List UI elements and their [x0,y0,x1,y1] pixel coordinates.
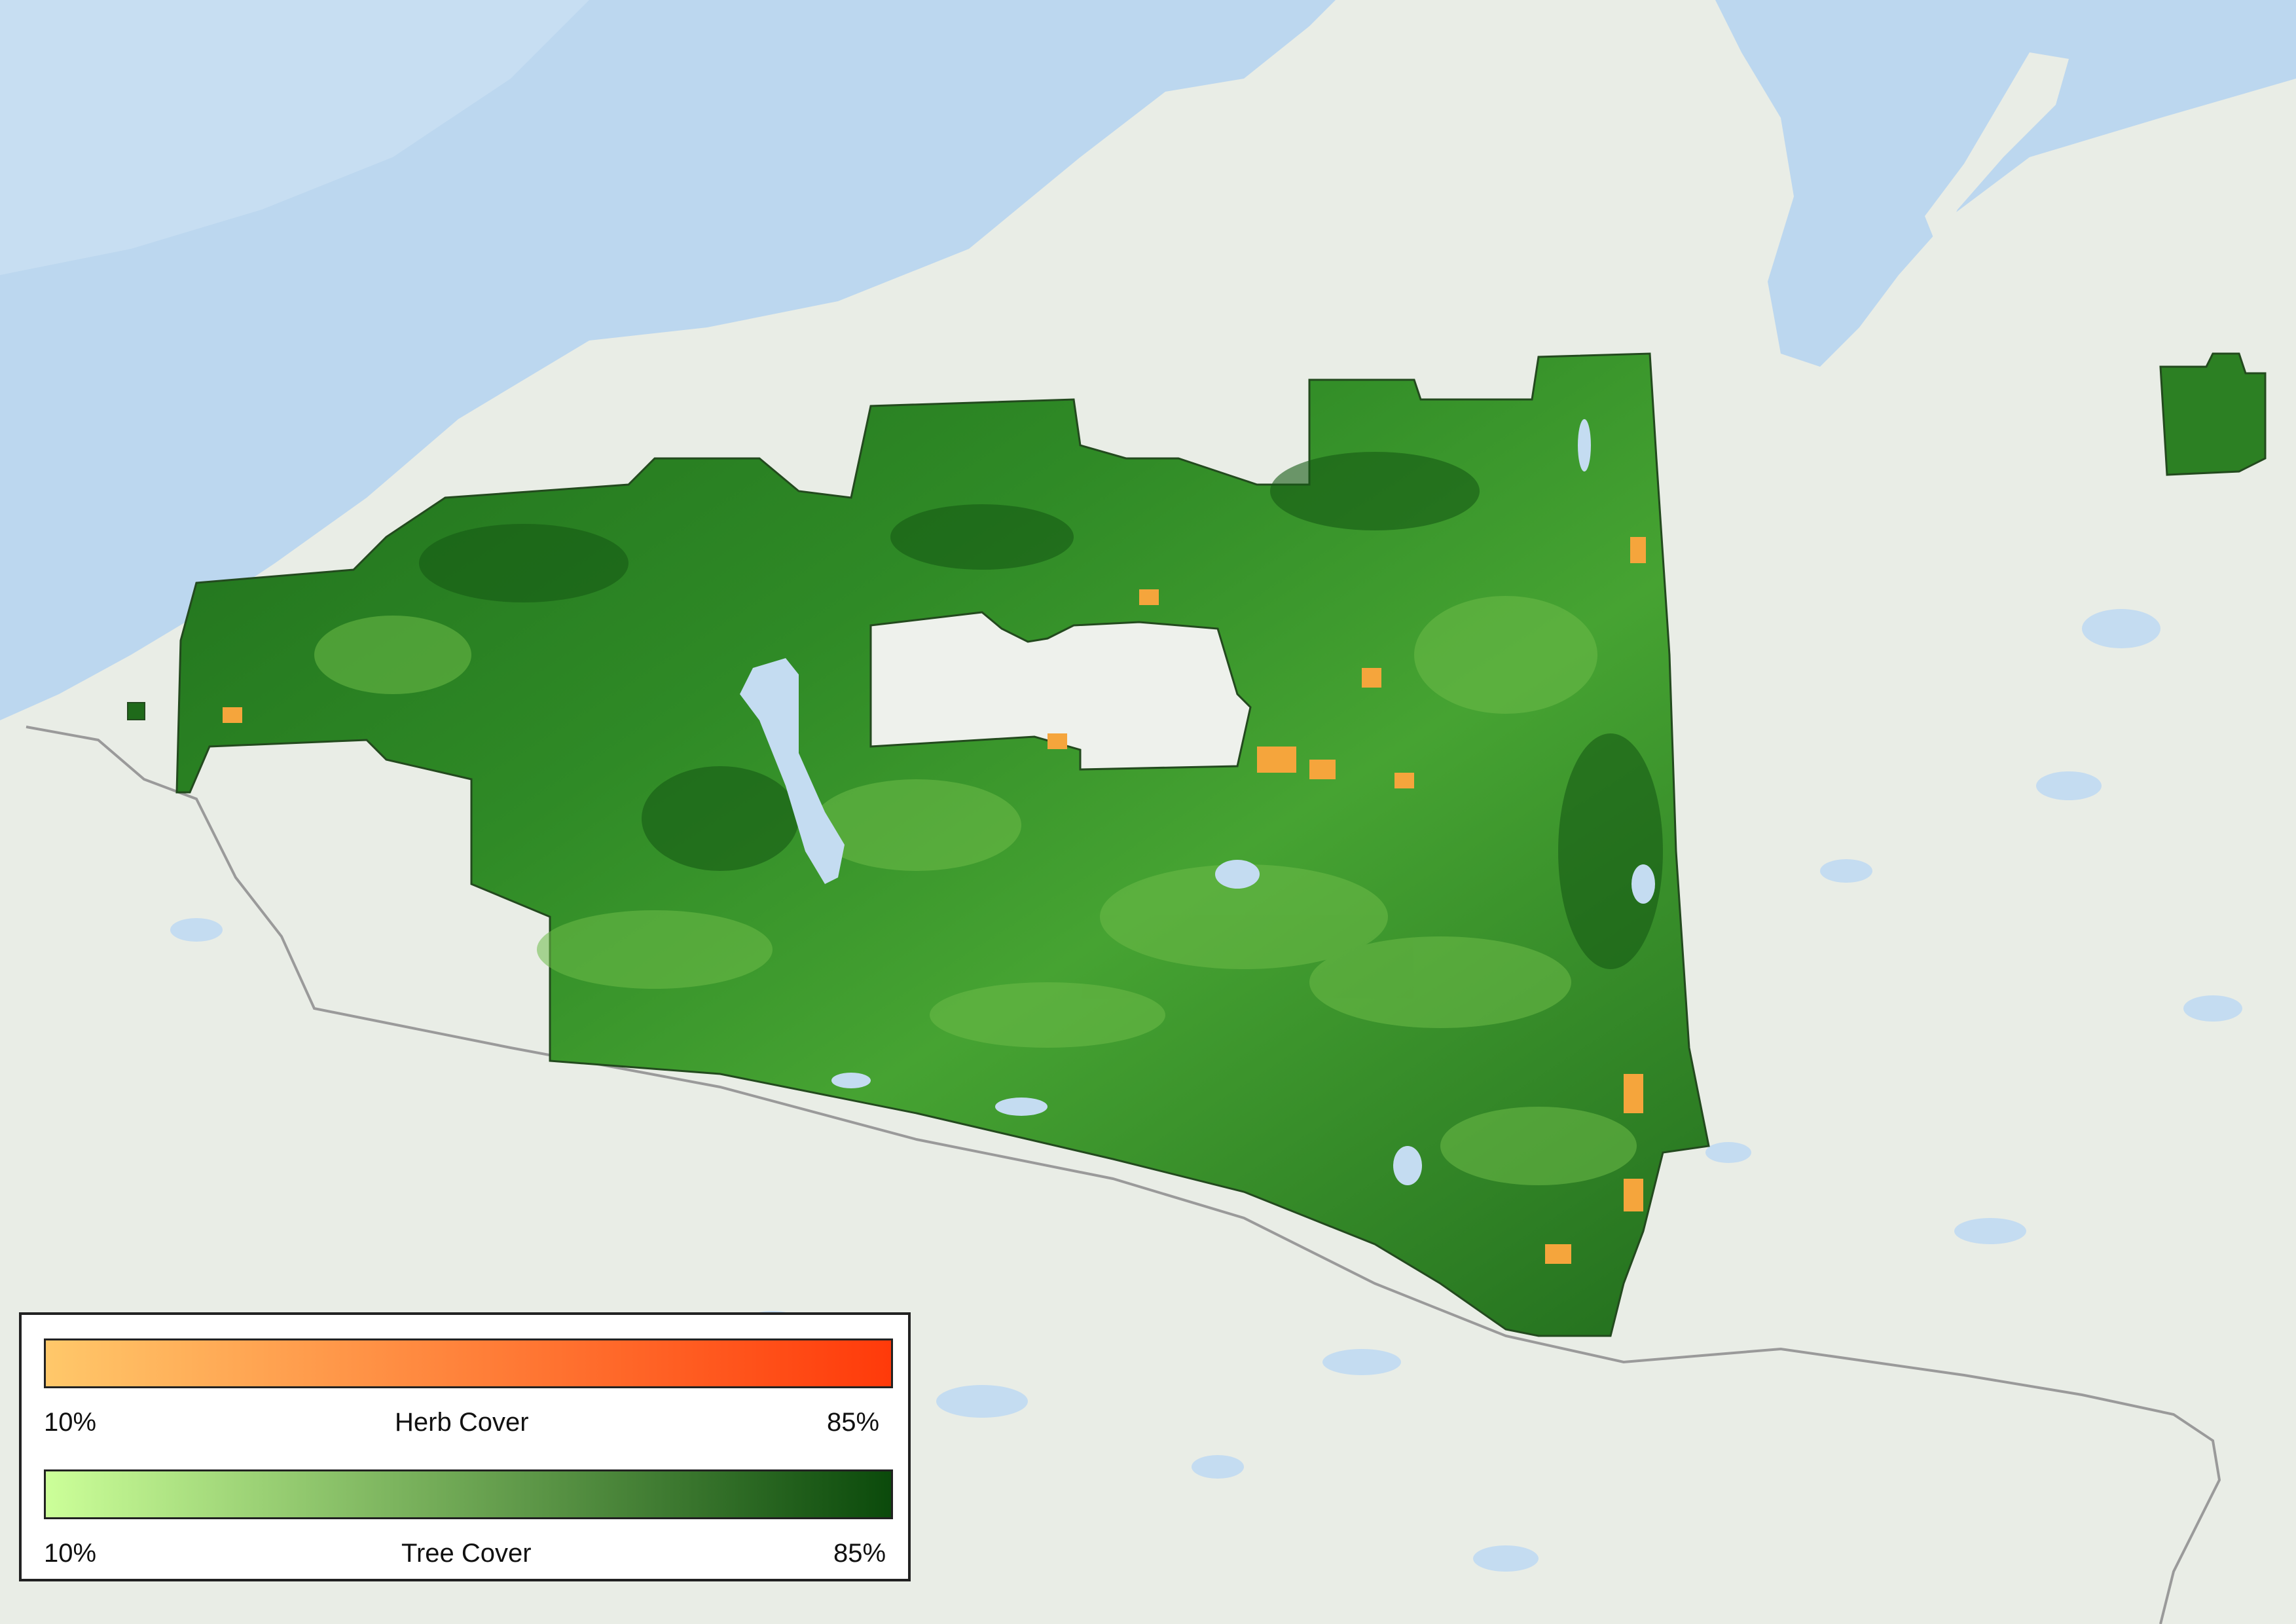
peninsula-land [1925,52,2069,249]
forest-dark-texture [419,452,1663,969]
forest-lakes [831,419,1655,1185]
inner-lake [740,658,845,884]
state-boundary [26,726,2221,1624]
green-bay-water [1715,0,2296,367]
herb-max-label: 85% [827,1408,880,1437]
outlier-parcel [127,702,145,720]
herb-min-label: 10% [44,1408,97,1437]
legend: 10% Herb Cover 85% 10% Tree Cover 85% [19,1312,911,1581]
outlier-block-east [2159,352,2267,476]
herb-cover-color-ramp [44,1338,893,1388]
lake-shoal [0,0,589,275]
herb-title: Herb Cover [395,1408,529,1437]
forest-texture [314,596,1637,1185]
tree-cover-color-ramp [44,1469,893,1519]
tree-title: Tree Cover [401,1539,532,1568]
tree-min-label: 10% [44,1539,97,1568]
herb-cover-patches [223,537,1646,1264]
tree-max-label: 85% [833,1539,886,1568]
